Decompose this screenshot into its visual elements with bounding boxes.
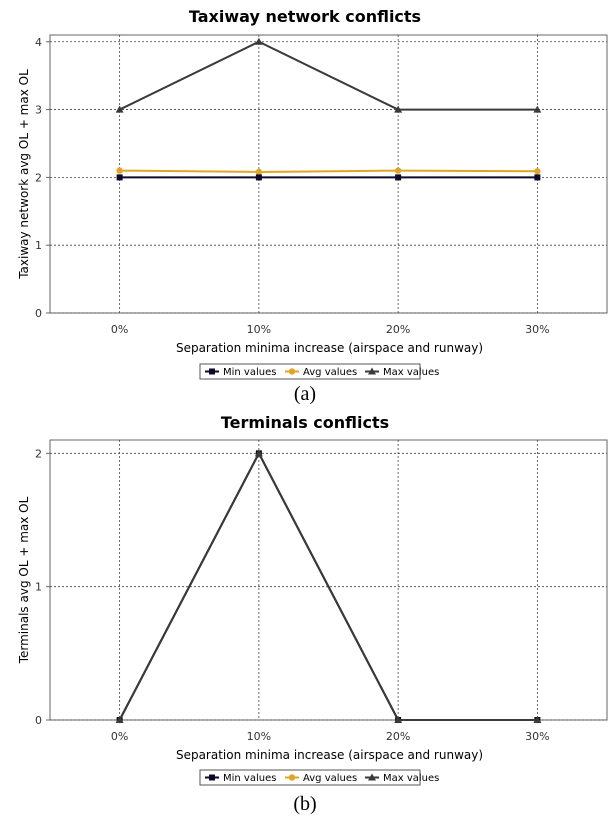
series-line [119,169,538,173]
data-point [395,174,402,181]
series-avg-values [116,167,541,176]
legend-swatch-marker [209,368,215,375]
x-tick-label: 20% [386,730,410,743]
legend-item: Avg values [285,367,357,378]
x-tick-label: 20% [386,323,410,336]
data-point [115,716,124,723]
legend-box [199,769,421,786]
legend-label: Min values [223,367,276,378]
y-tick-label: 3 [35,104,42,117]
legend-swatch-marker [368,773,376,781]
legend-item: Min values [205,773,276,784]
x-axis-label: Separation minima increase (airspace and… [176,341,483,355]
legend-swatch-marker [209,774,215,781]
data-point [394,105,403,113]
data-point [254,449,263,457]
y-tick-label: 4 [35,36,42,49]
data-point [255,174,262,181]
data-point [533,716,542,723]
y-tick-label: 2 [35,171,42,184]
y-tick-label: 1 [35,239,42,252]
legend-swatch-marker [288,368,296,375]
legend-item: Min values [205,367,276,378]
data-point [534,174,541,181]
y-tick-label: 0 [35,307,42,320]
series-max-values [115,37,542,113]
legend: Min values Avg values Max values [199,769,439,786]
legend-label: Max values [383,367,439,378]
data-point [394,167,402,174]
data-point [116,167,123,174]
legend-label: Min values [223,773,276,784]
legend-item: Avg values [285,773,357,784]
legend-label: Avg values [303,367,357,378]
legend-label: Avg values [303,773,357,784]
y-axis-label: Taxiway network avg OL + max OL [17,69,31,280]
legend-label: Max values [383,773,439,784]
data-point [394,716,403,723]
plot-area [49,34,608,314]
y-tick-label: 0 [35,714,42,727]
data-point [116,174,123,181]
x-tick-label: 10% [247,323,271,336]
legend-box [199,363,421,380]
data-point [534,168,541,175]
legend: Min values Avg values Max values [199,363,439,380]
legend-item: Max values [365,367,439,378]
x-tick-label: 0% [111,323,128,336]
series-min-values [116,174,541,181]
series-line [118,451,538,721]
data-point [254,37,263,45]
x-tick-label: 0% [111,730,128,743]
x-tick-label: 30% [525,730,549,743]
legend-swatch-marker [368,367,376,375]
chart-title: Taxiway network conflicts [189,7,421,26]
x-axis-label: Separation minima increase (airspace and… [176,748,483,762]
x-tick-label: 30% [525,323,549,336]
y-axis-label: Terminals avg OL + max OL [17,496,31,664]
chart-title: Terminals conflicts [221,413,389,432]
x-tick-label: 10% [247,730,271,743]
chart-1: Taxiway network conflicts 0 1 2 3 4 0% 10% 20% 30… [17,7,608,405]
data-point [115,105,124,113]
y-tick-label: 2 [35,447,42,460]
figure-caption: (a) [294,383,316,405]
series-line [119,40,538,111]
plot-area [49,439,608,721]
figure-caption: (b) [293,793,316,815]
data-point [533,105,542,113]
legend-item: Max values [365,773,439,784]
y-tick-label: 1 [35,581,42,594]
data-point [255,168,263,176]
series-max-values [115,449,542,723]
legend-swatch-marker [288,774,296,781]
